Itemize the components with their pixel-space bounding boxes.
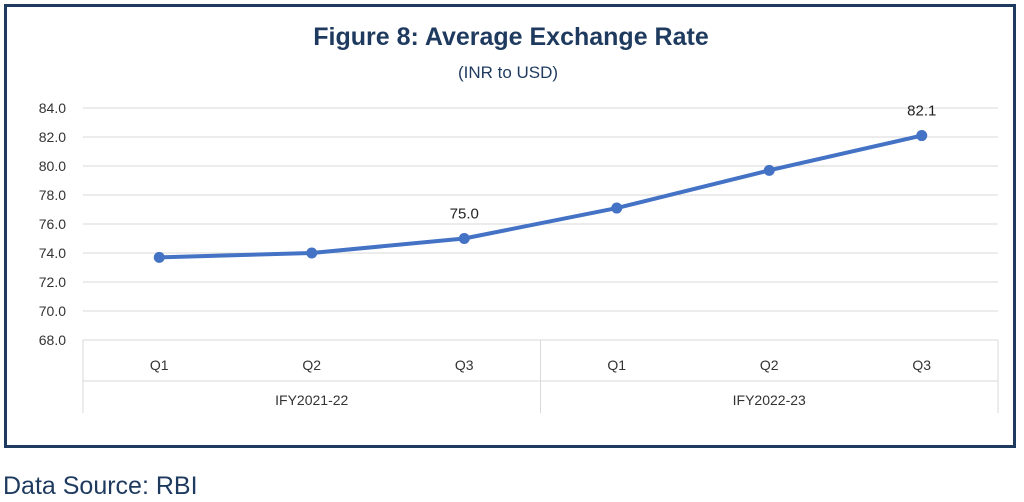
y-tick-label: 82.0 [39, 129, 66, 145]
x-tick-label: Q2 [302, 357, 321, 373]
group-label: IFY2021-22 [275, 392, 348, 408]
chart-title: Figure 8: Average Exchange Rate [313, 23, 709, 51]
plot-area: 68.0 70.0 72.0 74.0 76.0 78.0 80.0 82.0 84.0 IFY2… [39, 100, 999, 413]
y-tick-label: 80.0 [39, 158, 66, 174]
y-tick-label: 76.0 [39, 216, 66, 232]
x-tick-label: Q3 [455, 357, 474, 373]
group-label: IFY2022-23 [733, 392, 806, 408]
chart-frame [4, 4, 1016, 448]
y-tick-label: 84.0 [39, 100, 66, 116]
data-point [763, 164, 775, 176]
data-label: 75.0 [450, 206, 479, 223]
data-source-note: Data Source: RBI [3, 472, 198, 500]
y-tick-label: 70.0 [39, 303, 66, 319]
x-tick-label: Q1 [607, 357, 626, 373]
data-point [306, 247, 318, 259]
x-tick-label: Q1 [150, 357, 169, 373]
y-tick-label: 68.0 [39, 332, 66, 348]
data-label: 82.1 [907, 103, 936, 120]
y-tick-label: 78.0 [39, 187, 66, 203]
y-tick-label: 72.0 [39, 274, 66, 290]
data-point [916, 130, 928, 142]
chart-subtitle: (INR to USD) [458, 63, 558, 82]
y-tick-label: 74.0 [39, 245, 66, 261]
data-point [458, 233, 470, 244]
chart-svg: Figure 8: Average Exchange Rate (INR to … [39, 23, 999, 413]
data-point [153, 251, 165, 263]
x-tick-label: Q3 [912, 357, 931, 373]
series-line [157, 133, 924, 260]
data-point [611, 202, 623, 214]
x-tick-label: Q2 [760, 357, 779, 373]
